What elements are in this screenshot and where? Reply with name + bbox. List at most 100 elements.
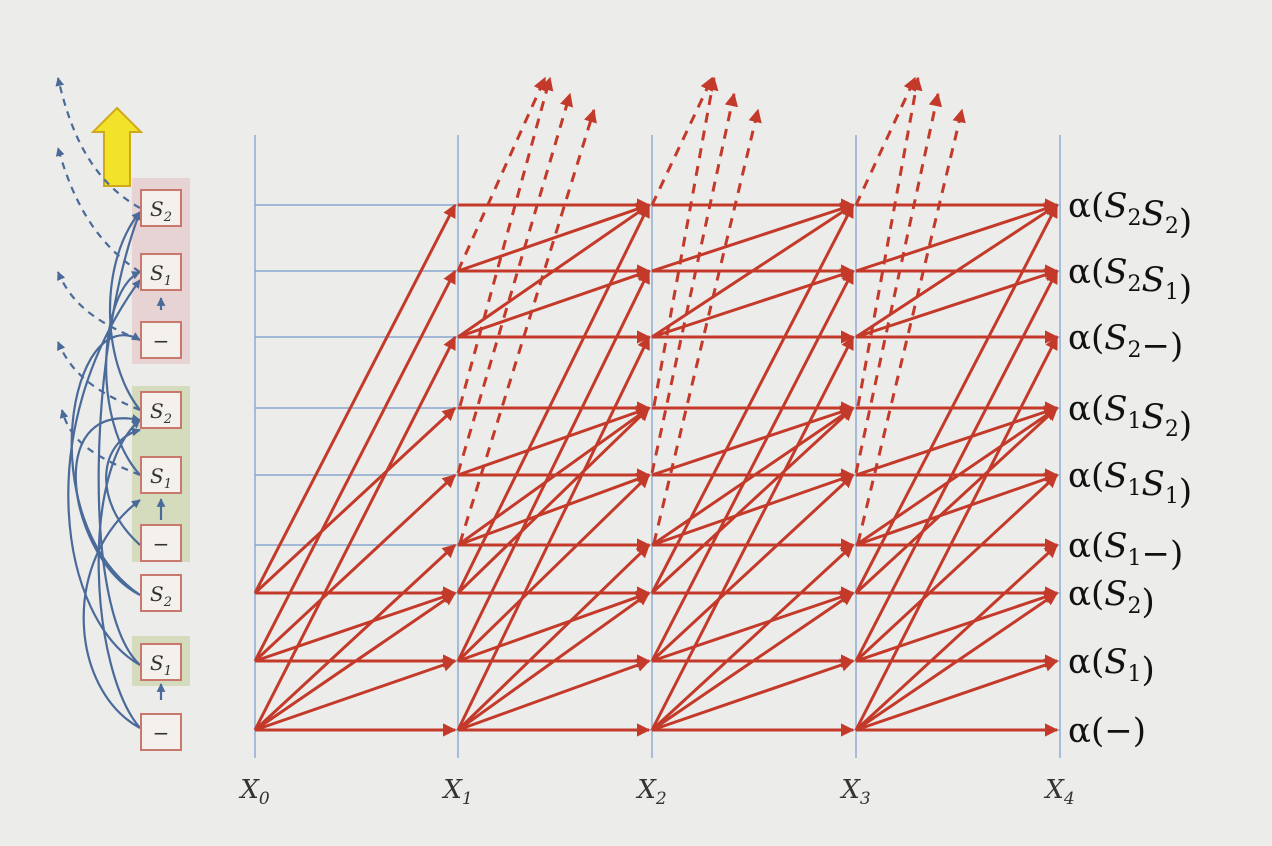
row-label-7: α(S1) [1068, 642, 1155, 690]
trellis-edge-t2-r8-to-r5 [650, 543, 855, 732]
row-label-5: α(S1−) [1068, 526, 1183, 574]
trellis-edge-t0-r6-to-r0 [253, 203, 457, 594]
state-transition-dashed-1 [55, 147, 141, 273]
trellis-dash-t1-r4 [456, 92, 574, 474]
row-label-8: α(−) [1068, 711, 1146, 751]
trellis-edge-t3-r5-to-r4 [855, 472, 1059, 547]
trellis-edge-t0-r7-to-r1 [253, 269, 457, 662]
trellis-dash-t2-r5 [652, 108, 762, 544]
row-label-0: α(S2S2) [1068, 186, 1192, 242]
trellis-edge-t2-r7-to-r4 [650, 473, 855, 663]
trellis-edge-t1-r5-to-r4 [457, 472, 651, 547]
trellis-edges [253, 76, 1059, 737]
trellis-dash-t3-r3 [856, 76, 923, 407]
row-label-2: α(S2−) [1068, 318, 1183, 366]
state-box-8: − [140, 713, 182, 751]
state-label-5: − [153, 532, 170, 556]
trellis-edge-t2-r5-to-r4 [651, 472, 855, 547]
trellis-edge-t3-r6-to-r3 [854, 406, 1059, 595]
state-box-1: S1 [140, 253, 182, 291]
row-label-4: α(S1S1) [1068, 456, 1192, 512]
trellis-edge-t3-r8-to-r5 [854, 543, 1059, 732]
state-label-2: − [153, 329, 170, 353]
trellis-edge-t1-r8-to-r2 [456, 335, 651, 731]
state-transition-dashed-2 [56, 271, 141, 342]
trellis-edge-t1-r1-to-r0 [457, 202, 651, 273]
state-transition-curve-0 [82, 499, 141, 729]
trellis-edge-t3-r1-to-r0 [855, 202, 1059, 273]
state-transition-curve-1 [97, 419, 141, 729]
trellis-edge-t1-r8-to-r7 [457, 658, 651, 732]
trellis-edge-t1-r4-to-r3 [457, 405, 651, 477]
trellis-dash-top-x1 [456, 76, 547, 272]
state-transition-curve-5 [70, 332, 141, 596]
state-label-7: S1 [150, 651, 172, 679]
state-label-4: S1 [150, 464, 172, 492]
state-box-6: S2 [140, 574, 182, 612]
trellis-edge-t2-r2-to-r1 [651, 268, 855, 339]
trellis-edge-t1-r7-to-r4 [456, 473, 651, 663]
trellis-edge-t3-r4-to-r3 [855, 405, 1059, 477]
time-label-4: X4 [1043, 775, 1074, 809]
state-box-5: − [140, 524, 182, 562]
time-label-3: X3 [839, 775, 870, 809]
trellis-edge-t2-r7-to-r6 [651, 590, 855, 663]
state-transition-curves [55, 77, 166, 729]
trellis-dash-top-x2 [650, 76, 714, 206]
state-box-3: S2 [140, 391, 182, 429]
row-label-3: α(S1S2) [1068, 389, 1192, 445]
state-label-0: S2 [150, 197, 172, 225]
trellis-dash-t2-r3 [652, 76, 719, 407]
state-box-0: S2 [140, 189, 182, 227]
trellis-edge-t0-r7-to-r6 [254, 590, 457, 663]
trellis-edge-t0-r8-to-r7 [254, 658, 457, 732]
trellis-dash-t1-r5 [458, 108, 597, 544]
state-column: S2 S1 − S2 S1 − S2 S1 − [140, 189, 182, 751]
trellis-dash-t3-r5 [856, 108, 966, 544]
trellis-edge-t3-r8-to-r7 [855, 658, 1059, 732]
state-box-2: − [140, 321, 182, 359]
trellis-edge-t1-r6-to-r3 [456, 406, 651, 595]
state-transition-dashed-4 [59, 409, 141, 477]
trellis-dash-t1-r3 [458, 76, 554, 407]
state-label-3: S2 [150, 399, 172, 427]
state-transition-curve-2 [67, 279, 141, 666]
trellis-edge-t1-r2-to-r1 [457, 268, 651, 339]
up-arrow-icon[interactable] [90, 106, 144, 187]
row-label-6: α(S2) [1068, 574, 1155, 622]
state-transition-curve-6 [105, 427, 141, 546]
trellis-dash-t3-r4 [854, 92, 943, 474]
time-axis-labels: X0 X1 X2 X3 X4 [238, 775, 1074, 809]
trellis-edge-t1-r8-to-r5 [456, 543, 651, 732]
trellis-edge-t2-r1-to-r0 [651, 202, 855, 273]
state-box-4: S1 [140, 456, 182, 494]
time-label-0: X0 [238, 775, 270, 809]
state-label-1: S1 [150, 261, 172, 289]
trellis-dash-top-x3 [854, 76, 917, 206]
state-transition-dashed-3 [56, 341, 141, 412]
trellis-edge-t3-r7-to-r6 [855, 590, 1059, 663]
trellis-edge-t2-r6-to-r3 [650, 406, 855, 595]
state-label-6: S2 [150, 582, 172, 610]
trellis-edge-t0-r6-to-r3 [253, 406, 457, 595]
state-transition-curve-7 [108, 211, 141, 411]
row-label-1: α(S2S1) [1068, 252, 1192, 308]
state-transition-curve-8 [105, 270, 141, 476]
state-transition-dashed-0 [55, 77, 141, 209]
state-box-7: S1 [140, 643, 182, 681]
trellis-edge-t2-r8-to-r2 [650, 335, 855, 731]
state-label-8: − [153, 721, 170, 745]
trellis-dash-t2-r4 [650, 92, 739, 474]
trellis-edge-t3-r7-to-r4 [854, 473, 1059, 663]
trellis-edge-t3-r2-to-r1 [855, 268, 1059, 339]
time-label-2: X2 [635, 775, 666, 809]
trellis-edge-t2-r8-to-r7 [651, 658, 855, 732]
trellis-edge-t0-r8-to-r5 [253, 543, 457, 732]
trellis-edge-t2-r4-to-r3 [651, 405, 855, 477]
trellis-edge-t0-r7-to-r4 [253, 473, 457, 663]
row-labels: α(S2S2) α(S2S1) α(S2−) α(S1S2) α(S1S1) α(S1−)… [1068, 186, 1192, 751]
state-transition-curve-3 [97, 211, 142, 666]
trellis-edge-t3-r8-to-r2 [854, 335, 1059, 731]
trellis-edge-t1-r7-to-r6 [457, 590, 651, 663]
